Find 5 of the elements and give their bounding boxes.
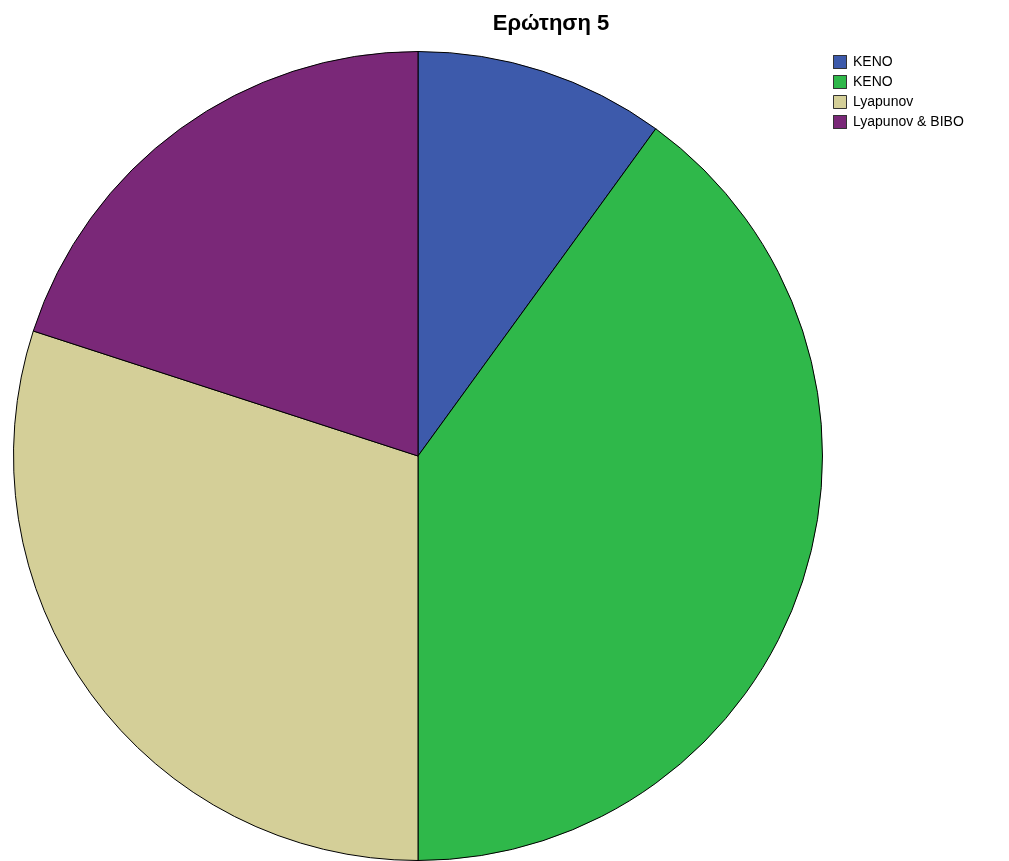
chart-title: Ερώτηση 5: [492, 10, 610, 36]
legend-label: Lyapunov & BIBO: [853, 112, 964, 129]
legend-label: ΚΕΝΟ: [853, 52, 893, 69]
legend-label: ΚΕΝΟ: [853, 72, 893, 89]
legend-label: Lyapunov: [853, 92, 914, 109]
